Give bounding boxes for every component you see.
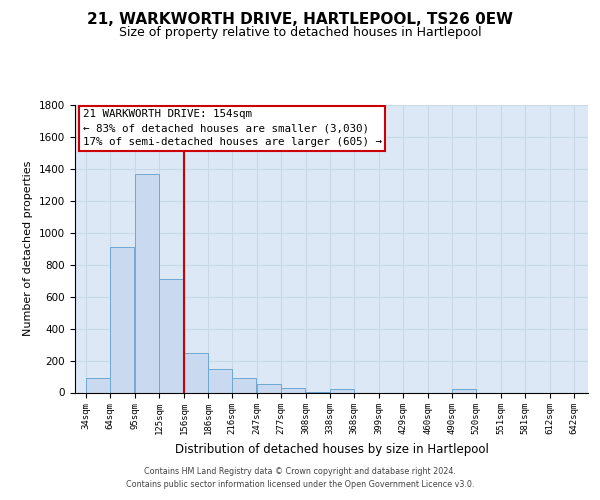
X-axis label: Distribution of detached houses by size in Hartlepool: Distribution of detached houses by size … <box>175 443 488 456</box>
Text: Contains public sector information licensed under the Open Government Licence v3: Contains public sector information licen… <box>126 480 474 489</box>
Y-axis label: Number of detached properties: Number of detached properties <box>23 161 34 336</box>
Bar <box>135 174 159 392</box>
Bar <box>232 378 256 392</box>
Text: 21 WARKWORTH DRIVE: 154sqm
← 83% of detached houses are smaller (3,030)
17% of s: 21 WARKWORTH DRIVE: 154sqm ← 83% of deta… <box>83 110 382 148</box>
Bar <box>330 390 354 392</box>
Bar <box>257 384 281 392</box>
Bar <box>86 378 110 392</box>
Bar <box>159 279 183 392</box>
Bar <box>281 388 305 392</box>
Bar <box>452 390 476 392</box>
Bar <box>184 352 208 393</box>
Bar <box>110 247 134 392</box>
Text: 21, WARKWORTH DRIVE, HARTLEPOOL, TS26 0EW: 21, WARKWORTH DRIVE, HARTLEPOOL, TS26 0E… <box>87 12 513 28</box>
Text: Contains HM Land Registry data © Crown copyright and database right 2024.: Contains HM Land Registry data © Crown c… <box>144 467 456 476</box>
Bar <box>208 370 232 392</box>
Text: Size of property relative to detached houses in Hartlepool: Size of property relative to detached ho… <box>119 26 481 39</box>
